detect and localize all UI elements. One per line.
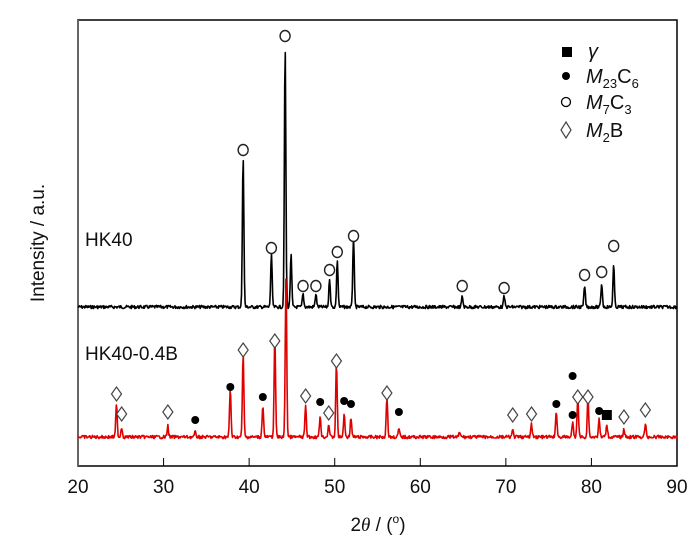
- sample-label-hk40-0.4b: HK40-0.4B: [85, 344, 178, 365]
- m2b-marker-icon: [639, 401, 652, 419]
- gamma-marker-icon: [601, 410, 612, 420]
- m2b-marker-icon: [525, 405, 538, 423]
- hk40-trace: [77, 51, 678, 310]
- m7c3-marker-icon: [607, 239, 620, 253]
- x-tick-label: 60: [410, 477, 431, 498]
- m2b-marker-icon: [330, 352, 343, 370]
- m23c6-marker-icon: [316, 398, 325, 406]
- phase-markers: [110, 29, 652, 426]
- m23c6-marker-icon: [226, 383, 235, 391]
- m2b-diamond-icon: [560, 120, 572, 140]
- m23c6-marker-icon: [552, 400, 561, 408]
- m23c6-marker-icon: [394, 408, 403, 416]
- m2b-marker-icon: [110, 385, 123, 403]
- m7c3-ring-icon: [560, 96, 572, 108]
- m7c3-marker-icon: [456, 279, 468, 293]
- m2b-marker-icon: [582, 388, 594, 406]
- m23c6-marker-icon: [568, 411, 577, 419]
- m7c3-marker-icon: [578, 268, 591, 282]
- x-tick-label: 90: [666, 477, 687, 498]
- legend-m7c3: M7C3: [586, 92, 632, 117]
- m7c3-marker-icon: [498, 281, 510, 295]
- legend: γ M23C6 M7C3 M2B: [560, 41, 639, 145]
- m7c3-marker-icon: [310, 279, 322, 293]
- m7c3-marker-icon: [265, 241, 278, 255]
- m23c6-dot-icon: [562, 72, 570, 80]
- m23c6-marker-icon: [191, 416, 200, 424]
- x-axis-ticks: 20 30 40 50 60 70 80 90: [67, 458, 688, 498]
- m2b-marker-icon: [115, 405, 128, 423]
- x-tick-label: 30: [153, 477, 174, 498]
- m23c6-marker-icon: [346, 400, 355, 408]
- m7c3-marker-icon: [331, 245, 343, 259]
- m2b-marker-icon: [571, 388, 584, 406]
- m2b-marker-icon: [381, 384, 393, 402]
- x-tick-label: 20: [67, 477, 88, 498]
- m2b-marker-icon: [299, 387, 312, 405]
- m23c6-marker-icon: [340, 397, 349, 405]
- m2b-marker-icon: [162, 403, 174, 421]
- x-axis-title: 2θ / (o): [350, 512, 405, 536]
- m7c3-marker-icon: [237, 143, 249, 157]
- x-tick-label: 70: [495, 477, 516, 498]
- m7c3-marker-icon: [323, 263, 336, 277]
- m23c6-marker-icon: [258, 393, 267, 401]
- m2b-marker-icon: [618, 408, 630, 426]
- m2b-marker-icon: [237, 341, 249, 359]
- legend-m2b: M2B: [586, 120, 623, 145]
- x-tick-label: 80: [581, 477, 602, 498]
- x-tick-label: 40: [239, 477, 260, 498]
- hk40-0.4b-trace: [77, 278, 678, 440]
- m7c3-marker-icon: [297, 279, 309, 293]
- legend-gamma: γ: [588, 41, 599, 63]
- m2b-marker-icon: [269, 332, 281, 350]
- m7c3-marker-icon: [279, 29, 291, 43]
- y-axis-title: Intensity / a.u.: [28, 184, 49, 302]
- m23c6-marker-icon: [568, 372, 577, 380]
- gamma-square-icon: [562, 47, 572, 57]
- legend-m23c6: M23C6: [586, 66, 639, 91]
- m2b-marker-icon: [506, 406, 519, 424]
- sample-label-hk40: HK40: [85, 230, 133, 251]
- m7c3-marker-icon: [347, 229, 360, 243]
- x-tick-label: 50: [324, 477, 345, 498]
- m23c6-marker-icon: [595, 407, 604, 415]
- m2b-marker-icon: [322, 404, 335, 422]
- m7c3-marker-icon: [595, 265, 608, 279]
